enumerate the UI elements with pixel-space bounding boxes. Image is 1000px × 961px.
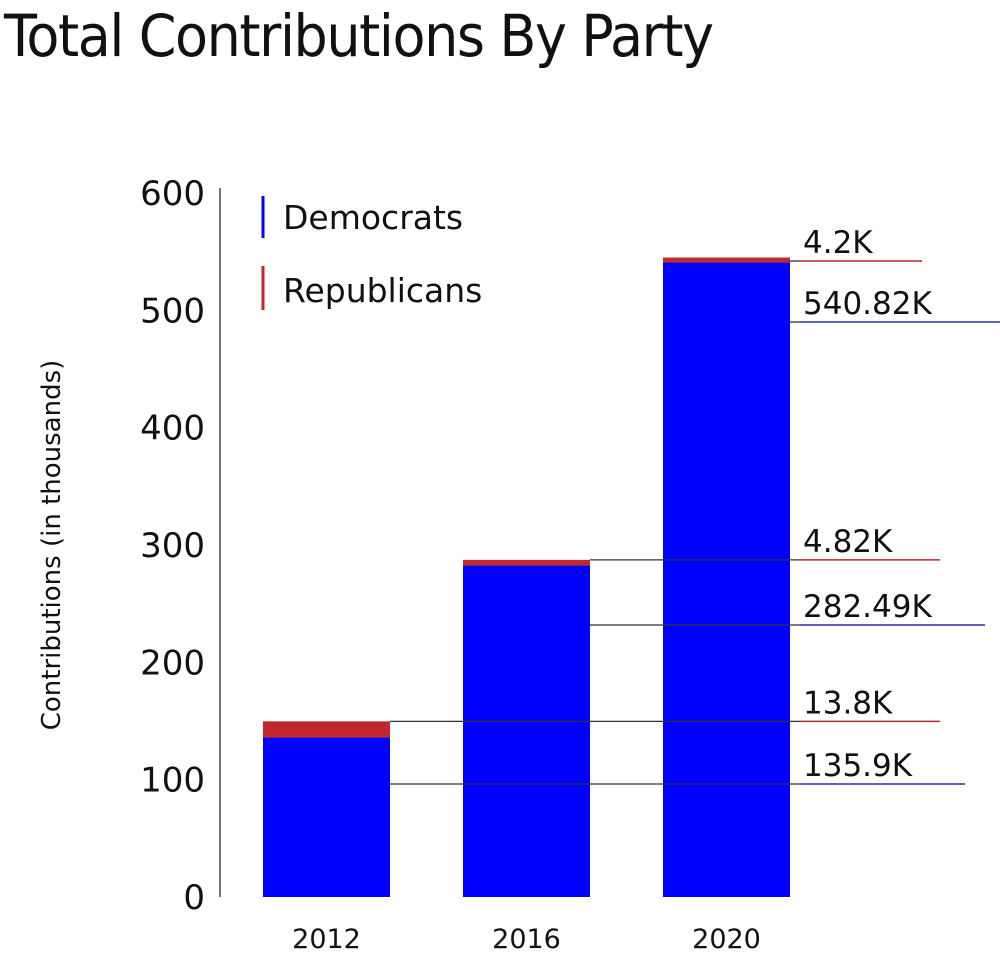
bar-republicans-2016	[463, 559, 590, 566]
y-tick-label: 200	[140, 643, 205, 683]
data-label-democrats-2012: 135.9K	[803, 748, 913, 784]
y-tick-label: 400	[140, 409, 205, 449]
y-axis-label: Contributions (in thousands)	[37, 360, 67, 731]
data-label-democrats-2020: 540.82K	[803, 286, 932, 322]
data-label-republicans-2020: 4.2K	[803, 225, 873, 261]
legend-label-democrats: Democrats	[283, 198, 463, 237]
y-tick-label: 600	[140, 174, 205, 214]
x-tick-label: 2020	[692, 924, 761, 955]
y-tick-label: 500	[140, 291, 205, 331]
y-tick-label: 100	[140, 761, 205, 801]
x-tick-label: 2012	[292, 924, 361, 955]
data-label-republicans-2016: 4.82K	[803, 524, 893, 560]
legend-label-republicans: Republicans	[283, 271, 482, 310]
x-tick-label: 2016	[492, 924, 561, 955]
bar-democrats-2020	[663, 262, 790, 897]
bar-democrats-2012	[263, 737, 390, 897]
bar-democrats-2016	[463, 565, 590, 897]
data-label-republicans-2012: 13.8K	[803, 685, 893, 721]
y-tick-label: 0	[183, 878, 205, 918]
bar-republicans-2012	[263, 721, 390, 738]
data-label-democrats-2016: 282.49K	[803, 589, 932, 625]
y-tick-label: 300	[140, 526, 205, 566]
chart-title: Total Contributions By Party	[4, 2, 714, 70]
bar-republicans-2020	[663, 257, 790, 263]
